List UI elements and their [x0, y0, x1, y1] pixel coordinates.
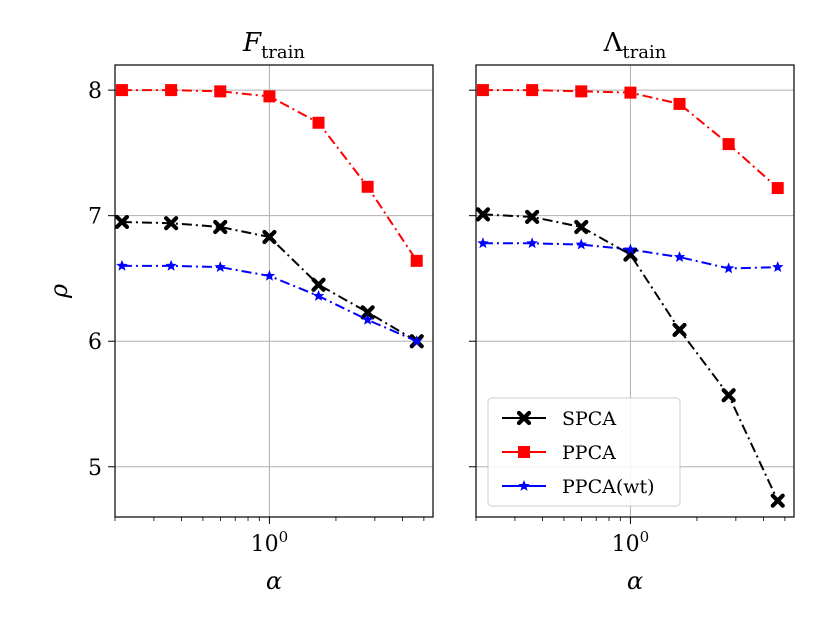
y-axis-label: ρ [45, 284, 73, 299]
y-tick-label: 8 [88, 79, 102, 104]
data-point [623, 247, 638, 262]
data-point [116, 259, 128, 271]
data-point [214, 85, 227, 98]
x-tick-label: 100 [612, 528, 650, 557]
data-point [164, 216, 179, 231]
y-tick-label: 5 [88, 456, 102, 481]
y-tick-label: 7 [88, 205, 102, 230]
data-point [575, 85, 588, 98]
data-point [477, 237, 489, 249]
data-point [115, 84, 128, 97]
legend-box [487, 397, 681, 507]
data-point [165, 84, 178, 97]
legend-marker [516, 410, 532, 426]
legend: SPCA PPCA PPCA(wt) [487, 397, 681, 507]
data-point [574, 219, 589, 235]
data-point [575, 238, 587, 250]
panel-title: Λtrain [603, 28, 667, 63]
data-point [772, 261, 784, 272]
data-point [672, 322, 687, 338]
data-point [214, 261, 226, 272]
data-point [360, 305, 375, 320]
data-point [673, 251, 686, 262]
x-tick-label: 100 [251, 528, 289, 557]
data-point [411, 335, 423, 347]
data-point [526, 84, 539, 97]
axes-frame [475, 64, 795, 518]
data-point [165, 259, 177, 271]
data-point [526, 237, 538, 249]
data-point [312, 116, 325, 129]
data-point [770, 493, 785, 508]
panel-1: 100 5 6 7 8 Ftrain α ρ [45, 28, 434, 595]
data-point [312, 290, 325, 301]
legend-label: PPCA [562, 442, 616, 464]
legend-marker [518, 446, 530, 458]
data-point [624, 243, 637, 255]
axes-frame [114, 64, 434, 518]
data-point [722, 262, 735, 274]
panel-title: Ftrain [242, 28, 305, 63]
data-point [475, 207, 491, 222]
data-point [624, 86, 637, 99]
panel-2: 100 Λtrain α SPCA PPCA PPCA(wt) [469, 28, 795, 595]
y-tick-label: 6 [88, 330, 102, 355]
data-point [771, 182, 784, 195]
data-point [262, 229, 277, 245]
x-axis-label: α [627, 567, 643, 595]
legend-label: PPCA(wt) [562, 476, 655, 498]
legend-label: SPCA [562, 408, 616, 430]
data-point [721, 388, 736, 403]
data-point [263, 90, 276, 103]
data-point [114, 214, 130, 230]
data-point [213, 219, 228, 235]
data-point [410, 254, 423, 267]
data-point [361, 180, 374, 193]
x-axis-label: α [266, 567, 282, 595]
data-point [361, 313, 374, 325]
legend-marker [518, 480, 530, 491]
data-point [722, 138, 735, 151]
data-point [311, 277, 326, 292]
data-point [263, 269, 276, 281]
data-point [673, 97, 686, 110]
data-point [476, 84, 489, 97]
data-point [525, 209, 540, 225]
